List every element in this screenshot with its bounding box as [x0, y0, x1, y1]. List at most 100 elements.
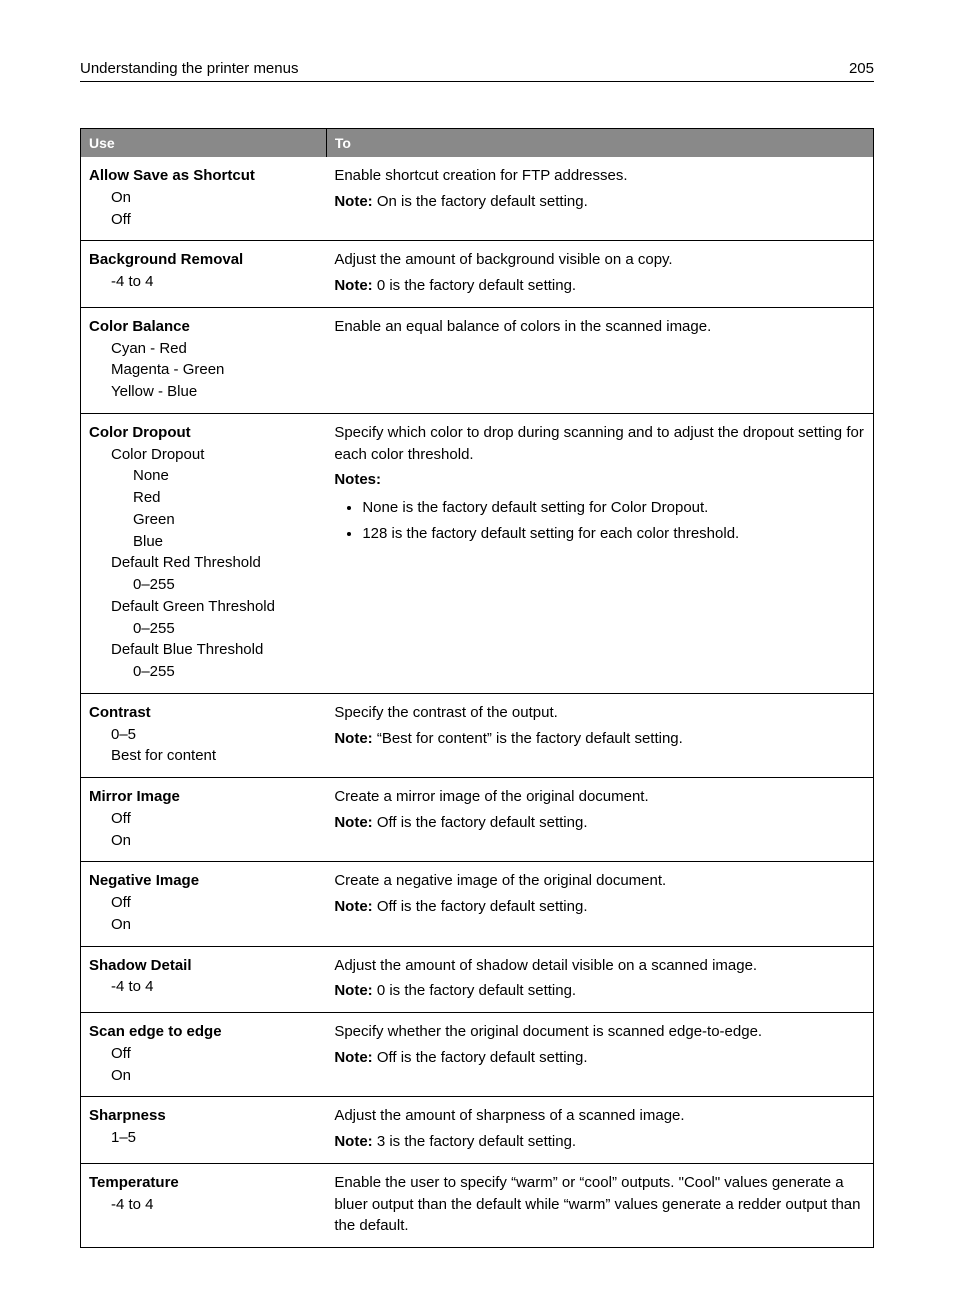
description-line: Specify which color to drop during scann… — [334, 422, 865, 466]
note-label: Notes: — [334, 471, 381, 488]
setting-title: Color Dropout — [89, 422, 318, 444]
notes-list-item: 128 is the factory default setting for e… — [362, 523, 865, 545]
table-row: Allow Save as ShortcutOnOff Enable shortc… — [81, 157, 874, 241]
description-text: 3 is the factory default setting. — [373, 1133, 576, 1150]
description-line: Adjust the amount of shadow detail visib… — [334, 955, 865, 977]
setting-options: OffOn — [89, 1043, 318, 1087]
note-label: Note: — [334, 982, 372, 999]
setting-option: On — [111, 1065, 318, 1087]
description-line: Note: “Best for content” is the factory … — [334, 728, 865, 750]
setting-options: ‑4 to 4 — [89, 271, 318, 293]
setting-option: Blue — [111, 531, 318, 553]
table-row: Contrast0–5Best for contentSpecify the c… — [81, 693, 874, 777]
table-row: Background Removal‑4 to 4 Adjust the amou… — [81, 241, 874, 308]
to-cell: Adjust the amount of sharpness of a scan… — [326, 1097, 873, 1164]
setting-title: Allow Save as Shortcut — [89, 165, 318, 187]
setting-option: Default Red Threshold — [111, 552, 318, 574]
to-cell: Create a mirror image of the original do… — [326, 778, 873, 862]
setting-option: ‑4 to 4 — [111, 976, 318, 998]
setting-options: OnOff — [89, 187, 318, 231]
setting-option: On — [111, 830, 318, 852]
page-number: 205 — [849, 60, 874, 77]
description-line: Specify whether the original document is… — [334, 1021, 865, 1043]
setting-option: 0–5 — [111, 724, 318, 746]
page-header-title: Understanding the printer menus — [80, 60, 298, 77]
setting-options: ‑4 to 4 — [89, 1194, 318, 1216]
description-line: Adjust the amount of sharpness of a scan… — [334, 1105, 865, 1127]
setting-options: 0–5Best for content — [89, 724, 318, 768]
note-label: Note: — [334, 1133, 372, 1150]
setting-option: Yellow - Blue — [111, 381, 318, 403]
setting-option: ‑4 to 4 — [111, 1194, 318, 1216]
use-cell: Color BalanceCyan - RedMagenta - GreenYe… — [81, 307, 327, 413]
description-line: Create a mirror image of the original do… — [334, 786, 865, 808]
use-cell: Background Removal‑4 to 4 — [81, 241, 327, 308]
setting-option: 1–5 — [111, 1127, 318, 1149]
settings-table: Use To Allow Save as ShortcutOnOffEnable… — [80, 128, 874, 1248]
setting-title: Scan edge to edge — [89, 1021, 318, 1043]
use-cell: Negative ImageOffOn — [81, 862, 327, 946]
description-text: Specify whether the original document is… — [334, 1023, 762, 1040]
setting-option: 0–255 — [111, 661, 318, 683]
description-text: Specify which color to drop during scann… — [334, 424, 864, 463]
to-cell: Enable an equal balance of colors in the… — [326, 307, 873, 413]
to-cell: Specify the contrast of the output. Note:… — [326, 693, 873, 777]
note-label: Note: — [334, 193, 372, 210]
description-text: On is the factory default setting. — [373, 193, 588, 210]
notes-list-item: None is the factory default setting for … — [362, 497, 865, 519]
note-label: Note: — [334, 730, 372, 747]
use-cell: Mirror ImageOffOn — [81, 778, 327, 862]
setting-option: Magenta - Green — [111, 359, 318, 381]
description-line: Note: Off is the factory default setting… — [334, 812, 865, 834]
notes-list: None is the factory default setting for … — [334, 497, 865, 545]
setting-option: Off — [111, 808, 318, 830]
description-text: Specify the contrast of the output. — [334, 704, 557, 721]
page-header: Understanding the printer menus 205 — [80, 60, 874, 82]
description-text: Enable shortcut creation for FTP address… — [334, 167, 627, 184]
use-cell: Shadow Detail‑4 to 4 — [81, 946, 327, 1013]
table-row: Scan edge to edgeOffOn Specify whether th… — [81, 1013, 874, 1097]
description-text: “Best for content” is the factory defaul… — [373, 730, 683, 747]
note-label: Note: — [334, 1049, 372, 1066]
note-label: Note: — [334, 814, 372, 831]
to-cell: Adjust the amount of background visible … — [326, 241, 873, 308]
setting-option: Cyan - Red — [111, 338, 318, 360]
setting-options: OffOn — [89, 892, 318, 936]
setting-option: Off — [111, 209, 318, 231]
to-cell: Adjust the amount of shadow detail visib… — [326, 946, 873, 1013]
description-text: 0 is the factory default setting. — [373, 982, 576, 999]
description-text: 0 is the factory default setting. — [373, 277, 576, 294]
description-text: Off is the factory default setting. — [373, 898, 588, 915]
table-row: Color BalanceCyan - RedMagenta - GreenYe… — [81, 307, 874, 413]
description-line: Create a negative image of the original … — [334, 870, 865, 892]
table-row: Negative ImageOffOn Create a negative ima… — [81, 862, 874, 946]
setting-option: None — [111, 465, 318, 487]
to-cell: Enable shortcut creation for FTP address… — [326, 157, 873, 241]
description-text: Off is the factory default setting. — [373, 1049, 588, 1066]
description-line: Note: On is the factory default setting. — [334, 191, 865, 213]
use-cell: Allow Save as ShortcutOnOff — [81, 157, 327, 241]
description-text: Create a negative image of the original … — [334, 872, 666, 889]
setting-title: Shadow Detail — [89, 955, 318, 977]
setting-options: Color DropoutNoneRedGreenBlueDefault Red… — [89, 444, 318, 683]
to-cell: Create a negative image of the original … — [326, 862, 873, 946]
setting-title: Mirror Image — [89, 786, 318, 808]
description-text: Adjust the amount of sharpness of a scan… — [334, 1107, 684, 1124]
setting-option: Off — [111, 1043, 318, 1065]
description-text: Enable an equal balance of colors in the… — [334, 318, 711, 335]
description-line: Enable shortcut creation for FTP address… — [334, 165, 865, 187]
table-row: Color DropoutColor DropoutNoneRedGreenBl… — [81, 413, 874, 693]
setting-option: On — [111, 187, 318, 209]
setting-option: Default Green Threshold — [111, 596, 318, 618]
setting-option: On — [111, 914, 318, 936]
setting-title: Background Removal — [89, 249, 318, 271]
description-line: Note: Off is the factory default setting… — [334, 1047, 865, 1069]
description-line: Note: 0 is the factory default setting. — [334, 980, 865, 1002]
column-header-use: Use — [81, 129, 327, 158]
setting-options: OffOn — [89, 808, 318, 852]
setting-option: Red — [111, 487, 318, 509]
description-text: Create a mirror image of the original do… — [334, 788, 648, 805]
description-text: Adjust the amount of background visible … — [334, 251, 672, 268]
use-cell: Scan edge to edgeOffOn — [81, 1013, 327, 1097]
description-line: Note: Off is the factory default setting… — [334, 896, 865, 918]
